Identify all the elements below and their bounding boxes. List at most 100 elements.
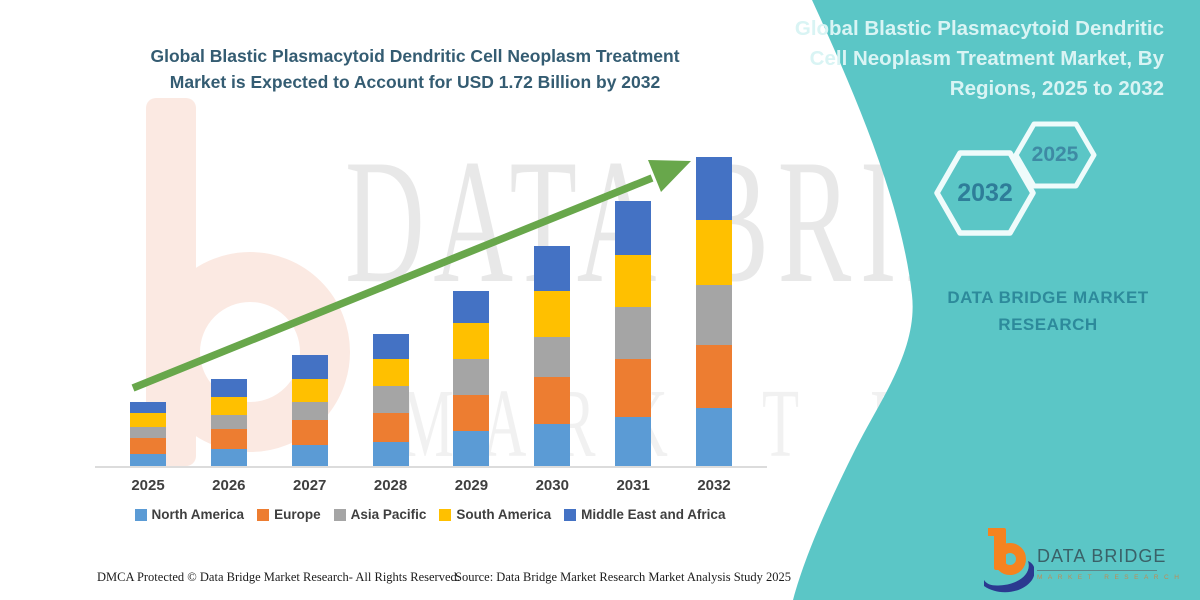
bar-segment-middle-east-and-africa-2026: [210, 378, 247, 397]
bar-segment-middle-east-and-africa-2028: [372, 333, 409, 360]
hexagon-2032-label: 2032: [957, 179, 1013, 207]
legend-label-north-america: North America: [151, 507, 245, 522]
bar-segment-asia-pacific-2026: [210, 414, 247, 430]
bar-segment-europe-2027: [291, 420, 328, 446]
bar-segment-europe-2029: [453, 395, 490, 431]
logo-text-block: DATA BRIDGE MARKET RESEARCH: [1037, 546, 1185, 581]
logo-b-hook: [988, 528, 997, 536]
legend-label-south-america: South America: [456, 507, 552, 522]
stacked-bar-2029: [453, 290, 490, 467]
bar-segment-europe-2032: [696, 344, 732, 408]
bar-segment-north-america-2025: [130, 454, 166, 467]
x-axis-label-2028: 2028: [373, 477, 408, 494]
legend-label-middle-east-and-africa: Middle East and Africa: [581, 507, 726, 522]
logo-b-bowl: [994, 543, 1026, 575]
stacked-bar-2028: [372, 333, 409, 467]
chart-title: Global Blastic Plasmacytoid Dendritic Ce…: [105, 43, 725, 95]
bar-segment-europe-2030: [534, 377, 571, 424]
bar-segment-europe-2026: [210, 429, 247, 449]
bar-segment-south-america-2030: [534, 290, 571, 338]
legend-item-asia-pacific: Asia Pacific: [333, 507, 427, 522]
bar-segment-middle-east-and-africa-2029: [453, 290, 490, 323]
sidebar-title-line-1: Global Blastic Plasmacytoid Dendritic: [794, 17, 1164, 40]
bar-segment-asia-pacific-2030: [534, 337, 571, 378]
data-bridge-logo-icon: [984, 528, 1034, 593]
sidebar-title-line-2: Cell Neoplasm Treatment Market, By: [809, 47, 1164, 70]
legend-label-europe: Europe: [274, 507, 321, 522]
hexagon-2032: [934, 150, 1036, 236]
bar-segment-middle-east-and-africa-2032: [696, 157, 732, 221]
legend-swatch-asia-pacific: [333, 508, 346, 521]
footer-source-text: Source: Data Bridge Market Research Mark…: [455, 570, 792, 584]
x-axis-label-2032: 2032: [697, 477, 731, 494]
x-axis-label-2029: 2029: [454, 477, 489, 494]
x-axis-label-2027: 2027: [293, 477, 327, 494]
bar-segment-south-america-2028: [372, 359, 409, 387]
stacked-bar-2026: [210, 378, 247, 467]
bar-segment-asia-pacific-2027: [291, 402, 328, 421]
logo-tagline: MARKET RESEARCH: [1037, 574, 1185, 581]
legend-item-middle-east-and-africa: Middle East and Africa: [564, 507, 725, 522]
legend-swatch-europe: [257, 508, 270, 521]
bar-segment-north-america-2029: [453, 431, 490, 467]
footer-dmca-text: DMCA Protected © Data Bridge Market Rese…: [97, 570, 460, 584]
logo-swoosh: [984, 561, 1034, 593]
bar-segment-north-america-2028: [372, 441, 409, 467]
stacked-bar-2031: [615, 200, 652, 467]
bar-segment-asia-pacific-2031: [615, 306, 652, 360]
bar-segment-north-america-2031: [615, 416, 652, 467]
x-axis-label-2031: 2031: [616, 477, 650, 494]
sidebar-title-line-3: Regions, 2025 to 2032: [949, 77, 1164, 100]
chart-legend: North America Europe Asia Pacific South Ame…: [85, 507, 775, 522]
bar-segment-south-america-2031: [615, 254, 652, 307]
legend-swatch-middle-east-and-africa: [564, 508, 577, 521]
legend-swatch-north-america: [134, 508, 147, 521]
legend-item-north-america: North America: [134, 507, 245, 522]
x-axis-label-2026: 2026: [212, 477, 246, 494]
bar-segment-europe-2031: [615, 359, 652, 417]
bar-segment-south-america-2025: [130, 413, 166, 428]
stacked-bar-2032: [696, 157, 732, 467]
chart-plot-area: 2025 2026 2027 2028 2029 2030 2031 2032: [100, 120, 760, 494]
bar-segment-south-america-2029: [453, 323, 490, 359]
chart-title-line-1: Global Blastic Plasmacytoid Dendritic Ce…: [150, 46, 680, 66]
stacked-bar-2025: [130, 402, 166, 467]
bar-segment-asia-pacific-2025: [130, 427, 166, 439]
bar-segment-middle-east-and-africa-2025: [130, 402, 166, 414]
logo-divider: [1037, 570, 1157, 571]
bar-segment-north-america-2027: [291, 445, 328, 467]
legend-item-south-america: South America: [439, 507, 551, 522]
legend-item-europe: Europe: [257, 507, 321, 522]
chart-title-line-2: Market is Expected to Account for USD 1.…: [169, 72, 661, 92]
hexagon-2025: [1013, 121, 1097, 189]
stacked-bar-2030: [534, 245, 571, 467]
bar-segment-europe-2028: [372, 413, 409, 442]
bar-segment-middle-east-and-africa-2030: [534, 245, 571, 291]
logo-name: DATA BRIDGE: [1037, 546, 1167, 566]
bar-segment-asia-pacific-2028: [372, 386, 409, 414]
bar-segment-asia-pacific-2032: [696, 285, 732, 345]
bar-segment-middle-east-and-africa-2027: [291, 355, 328, 379]
legend-label-asia-pacific: Asia Pacific: [350, 507, 427, 522]
bar-segment-middle-east-and-africa-2031: [615, 200, 652, 255]
bar-segment-south-america-2032: [696, 220, 732, 286]
sidebar-title: Global Blastic Plasmacytoid Dendritic Ce…: [794, 14, 1164, 104]
x-axis-line: [95, 466, 767, 468]
bar-segment-south-america-2026: [210, 396, 247, 415]
x-axis-label-2025: 2025: [131, 477, 165, 494]
bar-segment-europe-2025: [130, 438, 166, 455]
legend-swatch-south-america: [439, 508, 452, 521]
bar-segment-north-america-2030: [534, 423, 571, 467]
data-bridge-logo: DATA BRIDGE MARKET RESEARCH: [982, 524, 1185, 594]
bar-segment-asia-pacific-2029: [453, 359, 490, 395]
sidebar-brand-text: DATA BRIDGE MARKET RESEARCH: [947, 288, 1149, 334]
hexagon-2025-label: 2025: [1031, 143, 1079, 166]
sidebar-teal-panel: [793, 0, 1200, 600]
bar-segment-north-america-2032: [696, 407, 732, 467]
x-axis-label-2030: 2030: [535, 477, 569, 494]
bar-segment-north-america-2026: [210, 449, 247, 467]
stacked-bar-2027: [291, 355, 328, 467]
bar-segment-south-america-2027: [291, 378, 328, 403]
